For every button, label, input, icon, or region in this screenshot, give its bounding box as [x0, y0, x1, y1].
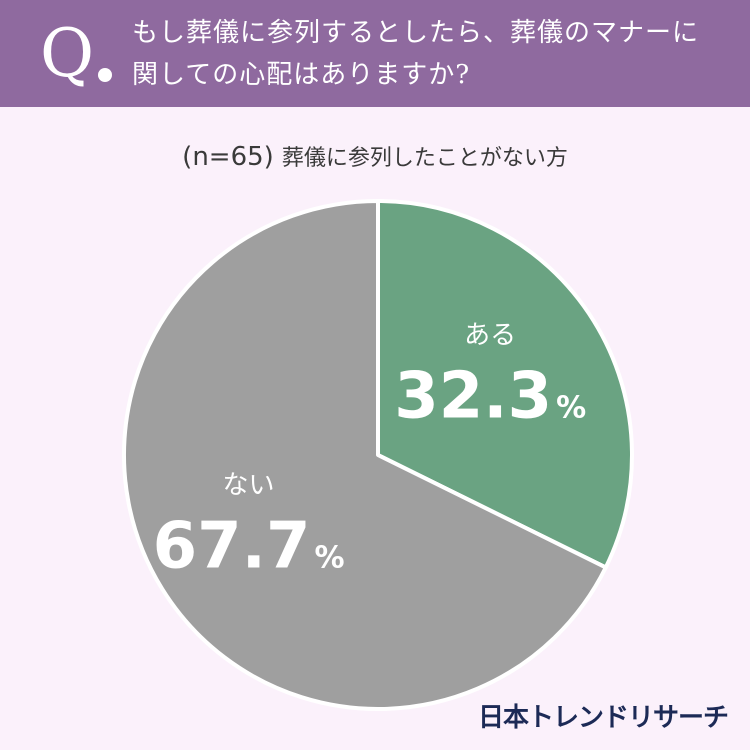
pie-slice-0	[376, 199, 634, 570]
q-dot	[98, 68, 112, 82]
pie-slice-1	[122, 199, 608, 711]
question-line-2: 関しての心配はありますか?	[132, 60, 471, 90]
q-mark: Q	[40, 15, 95, 92]
slice-value-1: 67.7%	[153, 509, 345, 583]
slice-value-0: 32.3%	[394, 359, 586, 433]
sample-size: (n=65)	[182, 142, 274, 172]
question-banner: Q もし葬儀に参列するとしたら、葬儀のマナーに 関しての心配はありますか?	[0, 0, 750, 107]
question-line-1: もし葬儀に参列するとしたら、葬儀のマナーに	[132, 18, 700, 48]
slice-label-1: ない	[223, 470, 275, 500]
respondent-group: 葬儀に参列したことがない方	[281, 146, 568, 171]
slice-label-0: ある	[464, 320, 516, 350]
question-text: もし葬儀に参列するとしたら、葬儀のマナーに 関しての心配はありますか?	[132, 12, 732, 96]
brand-logo: 日本トレンドリサーチ	[477, 703, 729, 733]
chart-subtitle: (n=65) 葬儀に参列したことがない方	[0, 140, 750, 172]
